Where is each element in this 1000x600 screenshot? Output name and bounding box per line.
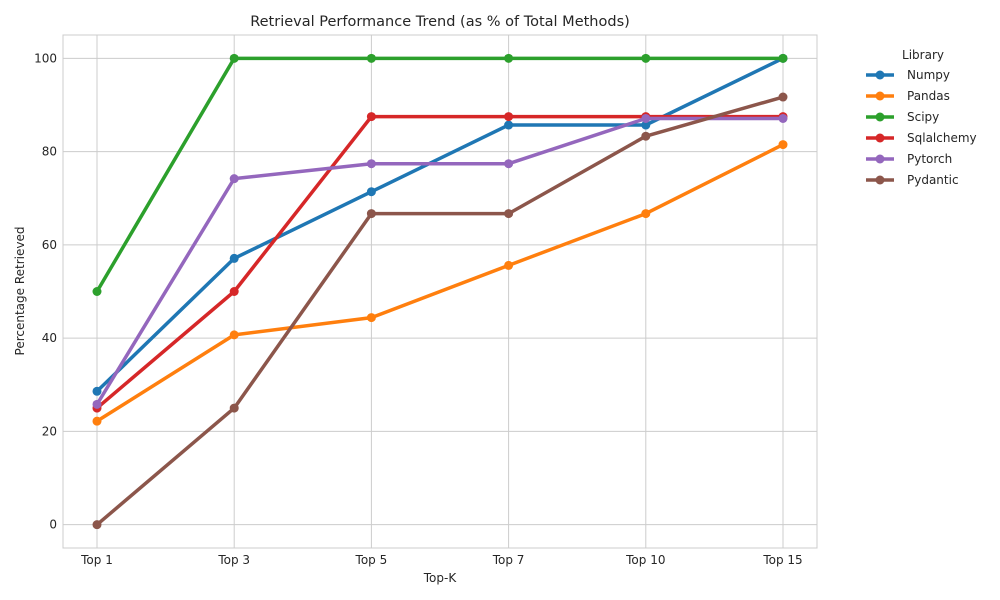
legend-label: Pandas [907,89,950,103]
legend-item-scipy: Scipy [866,110,939,124]
data-point-pandas [92,416,102,426]
data-point-numpy [366,187,376,197]
data-point-pandas [504,260,514,270]
data-point-pydantic [641,131,651,141]
data-point-numpy [504,120,514,130]
series-line-pytorch [95,116,785,407]
data-point-pandas [229,330,239,340]
y-axis-label: Percentage Retrieved [13,227,27,356]
legend-swatch-marker [875,175,885,185]
x-axis-label: Top-K [423,571,458,585]
y-tick-label: 60 [42,238,57,252]
series-line-scipy [95,56,785,294]
series-line-pandas [95,142,785,423]
y-tick-label: 20 [42,424,57,438]
legend-swatch-marker [875,91,885,101]
series-numpy [92,53,788,396]
chart-title: Retrieval Performance Trend (as % of Tot… [250,14,630,30]
legend-swatch-marker [875,112,885,122]
series-pytorch [92,113,788,409]
legend-item-pytorch: Pytorch [866,152,952,166]
data-point-pydantic [778,92,788,102]
series-line-numpy [95,56,785,394]
data-point-pandas [641,209,651,219]
x-tick-label: Top 7 [492,553,525,567]
legend-label: Numpy [907,68,950,82]
series-line-sqlalchemy [95,114,785,410]
legend-item-pandas: Pandas [866,89,950,103]
data-point-scipy [366,53,376,63]
y-tick-label: 100 [34,51,57,65]
y-tick-label: 80 [42,145,57,159]
legend-item-pydantic: Pydantic [866,173,959,187]
data-point-pandas [778,140,788,150]
x-tick-label: Top 5 [355,553,388,567]
data-point-pytorch [778,113,788,123]
legend-title: Library [902,48,944,62]
legend-items: Numpy Pandas Scipy Sqlalchemy Pytorch Pydanti… [866,68,977,187]
data-point-pytorch [504,159,514,169]
data-point-pytorch [92,399,102,409]
data-point-numpy [229,253,239,263]
x-tick-label: Top 1 [80,553,113,567]
series-layer [92,53,788,530]
x-tick-label: Top 3 [217,553,250,567]
legend-label: Scipy [907,110,939,124]
data-point-sqlalchemy [366,112,376,122]
data-point-scipy [229,53,239,63]
legend-swatch-marker [875,70,885,80]
x-tick-label: Top 15 [762,553,802,567]
data-point-sqlalchemy [504,112,514,122]
x-tick-label: Top 10 [625,553,665,567]
data-point-numpy [641,120,651,130]
y-tick-label: 40 [42,331,57,345]
x-tick-labels: Top 1 Top 3 Top 5 Top 7 Top 10 Top 15 [80,553,803,567]
data-point-sqlalchemy [229,287,239,296]
legend: Library Numpy Pandas Scipy Sqlalchemy Pytorc… [866,48,977,187]
legend-item-sqlalchemy: Sqlalchemy [866,131,977,145]
legend-label: Pydantic [907,173,959,187]
data-point-numpy [92,386,102,396]
data-point-scipy [778,53,788,63]
y-tick-label: 0 [49,518,57,532]
legend-label: Sqlalchemy [907,131,977,145]
legend-swatch-marker [875,133,885,143]
plot-frame [62,34,818,549]
series-pandas [92,140,788,426]
data-point-scipy [504,53,514,63]
data-point-pydantic [229,403,239,413]
data-point-scipy [641,53,651,63]
series-pydantic [92,92,788,530]
data-point-pandas [366,313,376,323]
data-point-pydantic [92,520,102,530]
y-tick-labels: 0 20 40 60 80 100 [34,51,57,531]
data-point-pydantic [366,209,376,219]
data-point-pytorch [366,159,376,169]
series-line-pydantic [95,95,785,527]
data-point-scipy [92,287,102,296]
legend-item-numpy: Numpy [866,68,950,82]
legend-label: Pytorch [907,152,952,166]
data-point-pytorch [229,174,239,184]
legend-swatch-marker [875,154,885,164]
data-point-pytorch [641,113,651,123]
series-scipy [92,53,788,296]
data-point-pydantic [504,209,514,219]
